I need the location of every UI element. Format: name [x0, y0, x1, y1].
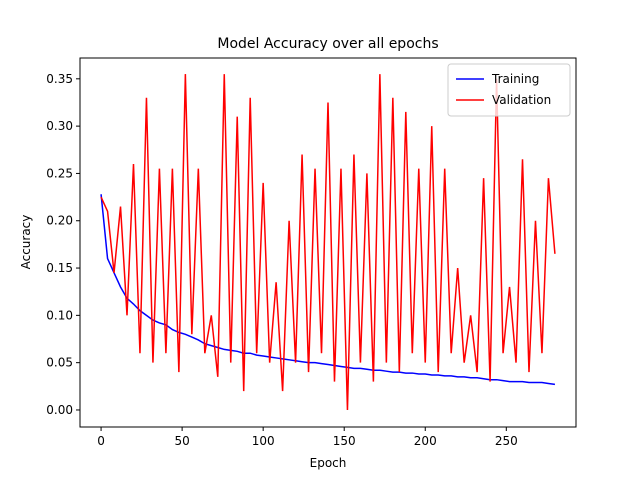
y-tick-label: 0.35: [46, 72, 73, 86]
y-tick-label: 0.20: [46, 214, 73, 228]
y-tick-label: 0.30: [46, 119, 73, 133]
x-tick-label: 100: [252, 434, 275, 448]
y-tick-label: 0.15: [46, 261, 73, 275]
y-tick-label: 0.05: [46, 356, 73, 370]
chart-title: Model Accuracy over all epochs: [217, 36, 438, 52]
y-tick-label: 0.10: [46, 308, 73, 322]
x-tick-label: 200: [414, 434, 437, 448]
x-tick-label: 50: [174, 434, 189, 448]
legend-label: Validation: [492, 93, 551, 107]
y-axis-label: Accuracy: [19, 215, 33, 270]
y-tick-label: 0.00: [46, 403, 73, 417]
legend: Training Validation: [447, 63, 571, 117]
x-tick-label: 0: [97, 434, 105, 448]
x-tick-label: 250: [495, 434, 518, 448]
line-series: [100, 74, 556, 410]
plot-frame: [79, 57, 577, 428]
legend-label: Training: [491, 72, 539, 86]
line-series: [100, 194, 556, 386]
x-tick-label: 150: [333, 434, 356, 448]
y-tick-label: 0.25: [46, 166, 73, 180]
legend-box: [447, 63, 571, 117]
x-axis-label: Epoch: [310, 456, 347, 470]
